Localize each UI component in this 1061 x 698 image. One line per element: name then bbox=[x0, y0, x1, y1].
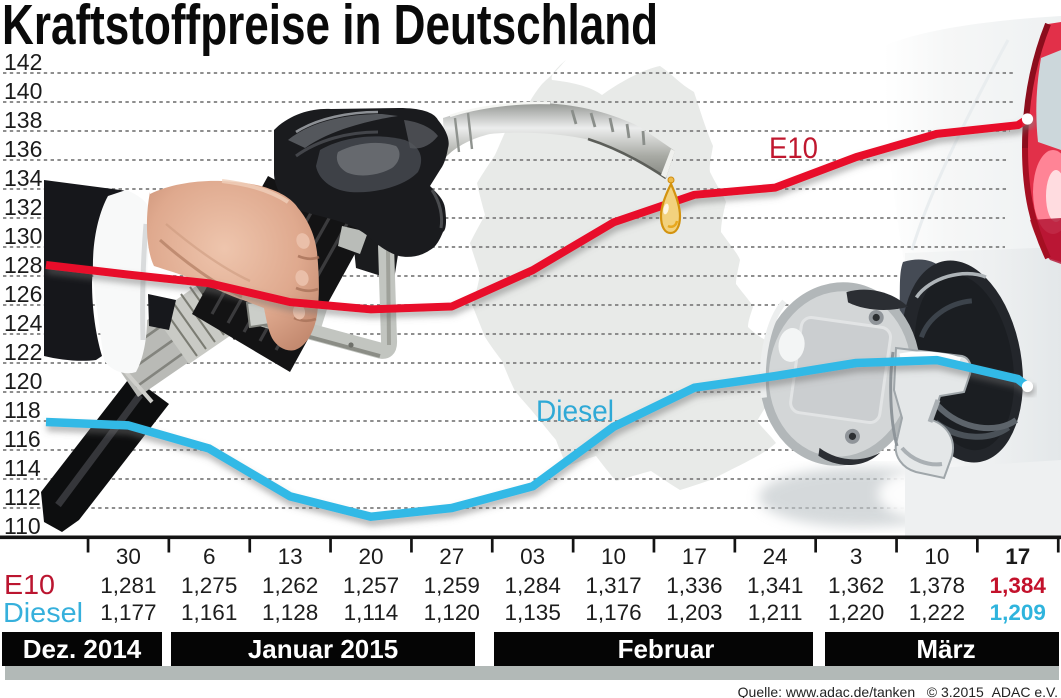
svg-text:1,284: 1,284 bbox=[505, 573, 561, 598]
svg-text:Quelle: www.adac.de/tanken ©: Quelle: www.adac.de/tanken © 3.2015 ADAC… bbox=[738, 684, 1058, 698]
svg-text:110: 110 bbox=[4, 513, 41, 539]
svg-text:128: 128 bbox=[4, 252, 42, 278]
svg-text:1,384: 1,384 bbox=[990, 573, 1047, 598]
svg-text:3: 3 bbox=[850, 544, 863, 569]
svg-text:6: 6 bbox=[203, 544, 216, 569]
svg-text:1,362: 1,362 bbox=[828, 573, 884, 598]
svg-text:13: 13 bbox=[278, 544, 303, 569]
svg-text:1,211: 1,211 bbox=[748, 600, 803, 625]
svg-text:1,120: 1,120 bbox=[424, 600, 480, 625]
svg-text:1,281: 1,281 bbox=[100, 573, 156, 598]
svg-text:März: März bbox=[916, 634, 975, 664]
svg-text:136: 136 bbox=[4, 136, 42, 162]
svg-text:120: 120 bbox=[4, 368, 42, 394]
svg-text:1,257: 1,257 bbox=[343, 573, 399, 598]
svg-text:1,128: 1,128 bbox=[262, 600, 318, 625]
svg-text:122: 122 bbox=[4, 339, 42, 365]
svg-text:140: 140 bbox=[4, 78, 42, 104]
svg-text:24: 24 bbox=[763, 544, 788, 569]
svg-text:132: 132 bbox=[4, 194, 42, 220]
svg-text:1,176: 1,176 bbox=[585, 600, 641, 625]
svg-text:10: 10 bbox=[924, 544, 949, 569]
svg-text:30: 30 bbox=[116, 544, 141, 569]
svg-text:Kraftstoffpreise in Deutschlan: Kraftstoffpreise in Deutschland bbox=[2, 0, 658, 56]
svg-text:1,341: 1,341 bbox=[747, 573, 803, 598]
svg-text:1,161: 1,161 bbox=[181, 600, 237, 625]
svg-text:1,259: 1,259 bbox=[424, 573, 480, 598]
svg-text:27: 27 bbox=[439, 544, 464, 569]
svg-text:138: 138 bbox=[4, 107, 42, 133]
svg-text:1,317: 1,317 bbox=[585, 573, 641, 598]
svg-text:10: 10 bbox=[601, 544, 626, 569]
svg-text:20: 20 bbox=[358, 544, 383, 569]
svg-text:130: 130 bbox=[4, 223, 42, 249]
svg-text:03: 03 bbox=[520, 544, 545, 569]
svg-text:116: 116 bbox=[4, 426, 41, 452]
svg-text:126: 126 bbox=[4, 281, 42, 307]
svg-text:1,336: 1,336 bbox=[666, 573, 722, 598]
svg-text:17: 17 bbox=[1005, 544, 1030, 569]
svg-text:1,203: 1,203 bbox=[666, 600, 722, 625]
svg-text:142: 142 bbox=[4, 49, 42, 75]
svg-text:Januar 2015: Januar 2015 bbox=[248, 634, 398, 664]
svg-text:114: 114 bbox=[4, 455, 41, 481]
svg-text:1,262: 1,262 bbox=[262, 573, 318, 598]
svg-text:Dez. 2014: Dez. 2014 bbox=[23, 634, 142, 664]
svg-text:1,114: 1,114 bbox=[344, 600, 399, 625]
svg-text:1,275: 1,275 bbox=[181, 573, 237, 598]
svg-text:118: 118 bbox=[4, 397, 41, 423]
svg-text:1,378: 1,378 bbox=[909, 573, 965, 598]
svg-text:E10: E10 bbox=[769, 132, 818, 165]
svg-text:1,220: 1,220 bbox=[828, 600, 884, 625]
svg-text:1,209: 1,209 bbox=[990, 600, 1046, 625]
svg-text:E10: E10 bbox=[4, 569, 55, 600]
svg-text:134: 134 bbox=[4, 165, 43, 191]
svg-text:1,177: 1,177 bbox=[100, 600, 156, 625]
svg-text:Diesel: Diesel bbox=[3, 597, 83, 628]
svg-text:Diesel: Diesel bbox=[536, 395, 614, 428]
svg-text:112: 112 bbox=[4, 484, 41, 510]
svg-text:17: 17 bbox=[682, 544, 707, 569]
svg-text:124: 124 bbox=[4, 310, 43, 336]
svg-text:1,222: 1,222 bbox=[909, 600, 965, 625]
svg-text:1,135: 1,135 bbox=[505, 600, 561, 625]
svg-text:Februar: Februar bbox=[618, 634, 715, 664]
